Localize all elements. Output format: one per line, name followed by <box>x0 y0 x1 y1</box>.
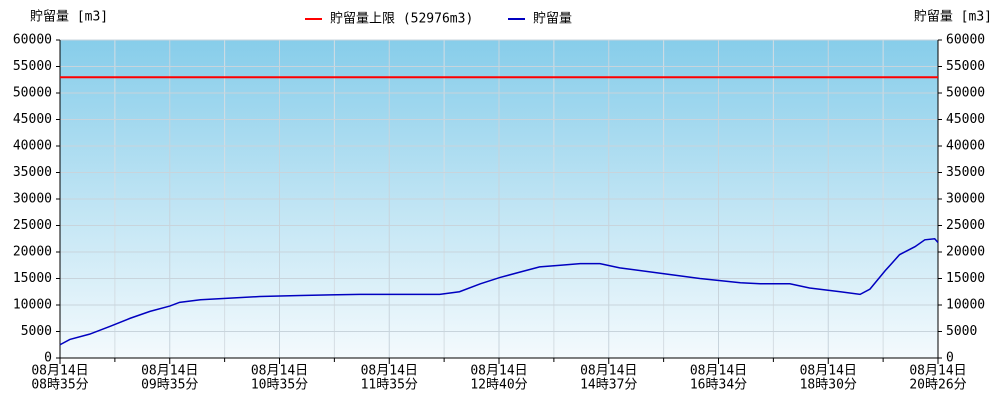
x-tick-label: 08月14日 <box>690 364 747 379</box>
x-tick-label: 20時26分 <box>909 378 966 393</box>
y-tick-label: 40000 <box>13 139 52 154</box>
y2-tick-label: 25000 <box>946 218 985 233</box>
y2-tick-label: 35000 <box>946 165 985 180</box>
data-line <box>59 237 939 346</box>
x-tick-label: 08月14日 <box>909 364 966 379</box>
y-tick-label: 5000 <box>21 324 52 339</box>
x-tick-label: 08月14日 <box>251 364 308 379</box>
x-tick-label: 16時34分 <box>690 378 747 393</box>
y2-tick-label: 10000 <box>946 298 985 313</box>
x-tick-label: 10時35分 <box>251 378 308 393</box>
x-tick-label: 12時40分 <box>470 378 527 393</box>
y-tick-label: 15000 <box>13 271 52 286</box>
y-tick-label: 25000 <box>13 218 52 233</box>
legend-label: 貯留量上限 (52976m3) <box>330 12 473 27</box>
y2-tick-label: 30000 <box>946 192 985 207</box>
x-tick-label: 08時35分 <box>31 378 88 393</box>
x-tick-label: 14時37分 <box>580 378 637 393</box>
y-tick-label: 60000 <box>13 33 52 48</box>
y2-tick-label: 55000 <box>946 59 985 74</box>
y-tick-label: 10000 <box>13 298 52 313</box>
y-tick-label: 0 <box>44 351 52 366</box>
x-tick-label: 08月14日 <box>31 364 88 379</box>
y-axis-label: 貯留量 [m3] <box>30 10 108 25</box>
x-tick-label: 09時35分 <box>141 378 198 393</box>
y2-tick-label: 0 <box>946 351 954 366</box>
x-tick-label: 18時30分 <box>800 378 857 393</box>
y-tick-label: 30000 <box>13 192 52 207</box>
y2-tick-label: 45000 <box>946 112 985 127</box>
y-tick-label: 55000 <box>13 59 52 74</box>
y2-tick-label: 50000 <box>946 86 985 101</box>
x-tick-label: 11時35分 <box>361 378 418 393</box>
y2-tick-label: 20000 <box>946 245 985 260</box>
x-tick-label: 08月14日 <box>141 364 198 379</box>
x-tick-label: 08月14日 <box>470 364 527 379</box>
x-tick-label: 08月14日 <box>361 364 418 379</box>
y2-tick-label: 40000 <box>946 139 985 154</box>
legend-label: 貯留量 <box>533 12 572 27</box>
y2-tick-label: 5000 <box>946 324 977 339</box>
y-tick-label: 45000 <box>13 112 52 127</box>
y-tick-label: 35000 <box>13 165 52 180</box>
y-tick-label: 20000 <box>13 245 52 260</box>
y-tick-label: 50000 <box>13 86 52 101</box>
y2-tick-label: 60000 <box>946 33 985 48</box>
x-tick-label: 08月14日 <box>800 364 857 379</box>
y2-tick-label: 15000 <box>946 271 985 286</box>
x-tick-label: 08月14日 <box>580 364 637 379</box>
y2-axis-label: 貯留量 [m3] <box>914 10 992 25</box>
